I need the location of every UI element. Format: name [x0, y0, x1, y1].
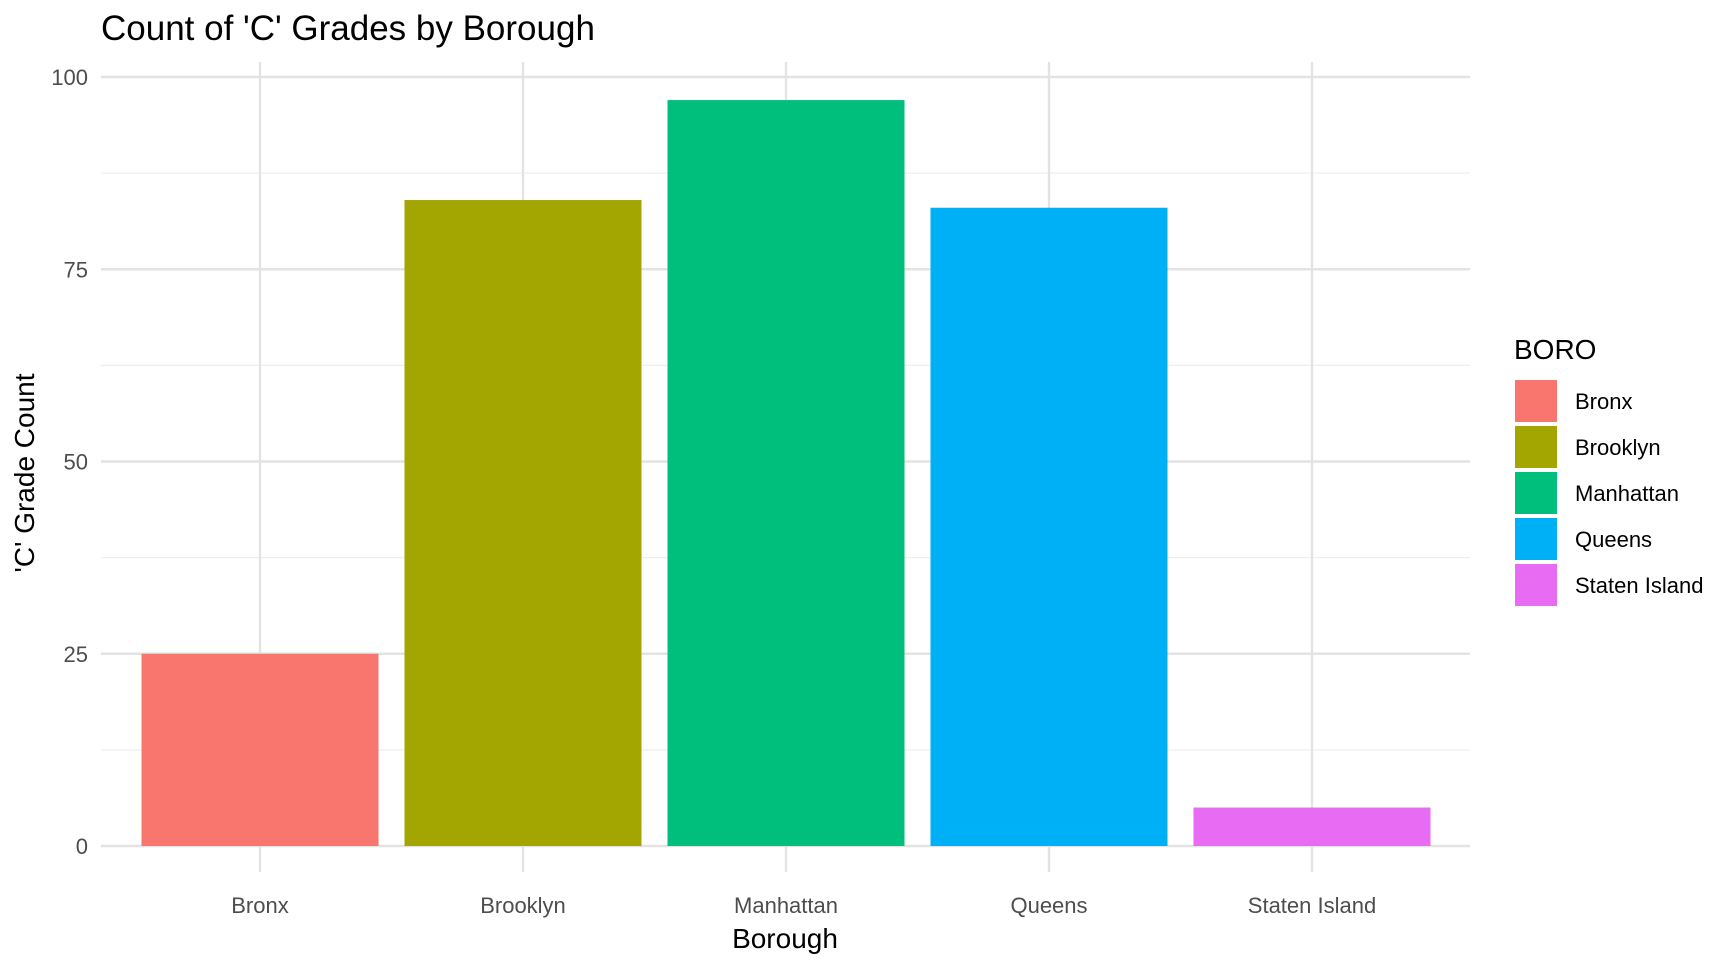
legend-label: Queens [1575, 527, 1652, 552]
bar-manhattan [667, 100, 905, 846]
y-tick-label: 25 [64, 642, 88, 667]
legend-label: Brooklyn [1575, 435, 1661, 460]
y-tick-label: 0 [76, 834, 88, 859]
y-tick-label: 100 [51, 65, 88, 90]
chart-title: Count of 'C' Grades by Borough [101, 9, 595, 48]
legend-key [1515, 426, 1557, 468]
y-axis-title: 'C' Grade Count [9, 373, 40, 572]
x-tick-label: Brooklyn [480, 893, 566, 918]
legend: BORO Bronx Brooklyn Manhattan Queens Staten … [1514, 334, 1703, 606]
legend-key [1515, 472, 1557, 514]
x-axis-ticks: Bronx Brooklyn Manhattan Queens Staten Islan… [231, 893, 1376, 918]
bar-queens [930, 207, 1168, 847]
legend-label: Bronx [1575, 389, 1632, 414]
legend-key [1515, 564, 1557, 606]
x-tick-label: Queens [1010, 893, 1087, 918]
bar-bronx [141, 653, 379, 846]
x-tick-label: Manhattan [734, 893, 838, 918]
bars [141, 100, 1431, 847]
legend-title: BORO [1514, 334, 1596, 365]
bar-staten-island [1193, 807, 1431, 846]
y-tick-label: 75 [64, 257, 88, 282]
x-tick-label: Bronx [231, 893, 288, 918]
bar-brooklyn [404, 200, 642, 847]
y-axis-ticks: 0 25 50 75 100 [51, 65, 88, 859]
y-tick-label: 50 [64, 450, 88, 475]
legend-label: Staten Island [1575, 573, 1703, 598]
legend-key [1515, 380, 1557, 422]
x-axis-title: Borough [732, 923, 838, 954]
legend-key [1515, 518, 1557, 560]
legend-label: Manhattan [1575, 481, 1679, 506]
legend-items: Bronx Brooklyn Manhattan Queens Staten Islan… [1515, 380, 1703, 606]
x-tick-label: Staten Island [1248, 893, 1376, 918]
